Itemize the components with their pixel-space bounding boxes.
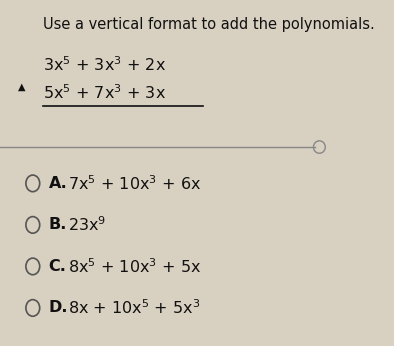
Text: B.: B.	[48, 217, 67, 233]
Text: 23x$^9$: 23x$^9$	[68, 216, 106, 234]
Text: A.: A.	[48, 176, 67, 191]
Text: ▲: ▲	[18, 82, 26, 92]
Text: Use a vertical format to add the polynomials.: Use a vertical format to add the polynom…	[43, 17, 374, 32]
Text: 7x$^5$ + 10x$^3$ + 6x: 7x$^5$ + 10x$^3$ + 6x	[68, 174, 201, 193]
Text: 5x$^5$ + 7x$^3$ + 3x: 5x$^5$ + 7x$^3$ + 3x	[43, 84, 166, 102]
Text: 8x + 10x$^5$ + 5x$^3$: 8x + 10x$^5$ + 5x$^3$	[68, 299, 201, 317]
Text: 8x$^5$ + 10x$^3$ + 5x: 8x$^5$ + 10x$^3$ + 5x	[68, 257, 201, 276]
Text: C.: C.	[48, 259, 67, 274]
Text: 3x$^5$ + 3x$^3$ + 2x: 3x$^5$ + 3x$^3$ + 2x	[43, 55, 166, 74]
Text: D.: D.	[48, 300, 68, 316]
